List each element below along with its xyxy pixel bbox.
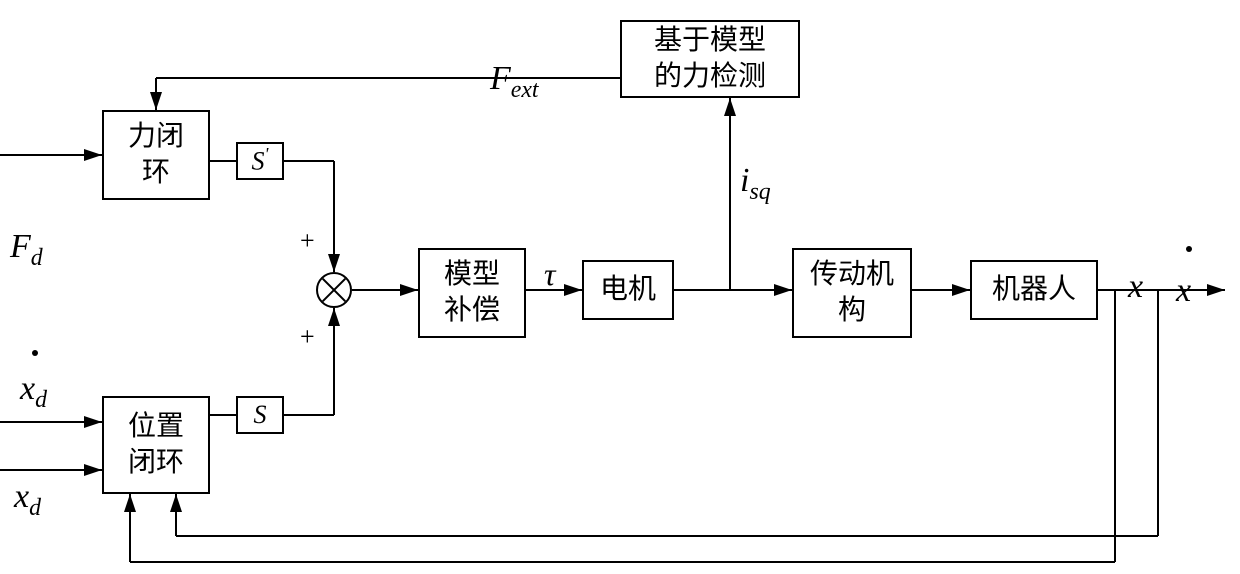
force-loop-block: 力闭 环 (102, 110, 210, 200)
i-sq-label: isq (740, 162, 771, 206)
xdot-output-dot-marker (1186, 246, 1192, 252)
force-detection-block: 基于模型 的力检测 (620, 20, 800, 98)
plus-sign-top: + (300, 226, 315, 256)
motor-block: 电机 (582, 260, 674, 320)
model-compensation-block: 模型 补偿 (418, 248, 526, 338)
transmission-block: 传动机 构 (792, 248, 912, 338)
tau-label: τ (544, 256, 555, 293)
xd-dot-dot-marker (32, 350, 38, 356)
f-ext-label: Fext (490, 60, 539, 104)
s-prime-label: S' (252, 143, 269, 178)
s-prime-block: S' (236, 142, 284, 180)
xd-dot-label: xd (20, 370, 47, 414)
s-block: S (236, 396, 284, 434)
robot-block: 机器人 (970, 260, 1098, 320)
summing-junction (316, 272, 352, 308)
position-loop-block: 位置 闭环 (102, 396, 210, 494)
f-d-label: Fd (10, 228, 43, 272)
xdot-output-label: x (1176, 272, 1191, 310)
plus-sign-bottom: + (300, 322, 315, 352)
x-output-label: x (1128, 268, 1143, 306)
xd-label: xd (14, 478, 41, 522)
